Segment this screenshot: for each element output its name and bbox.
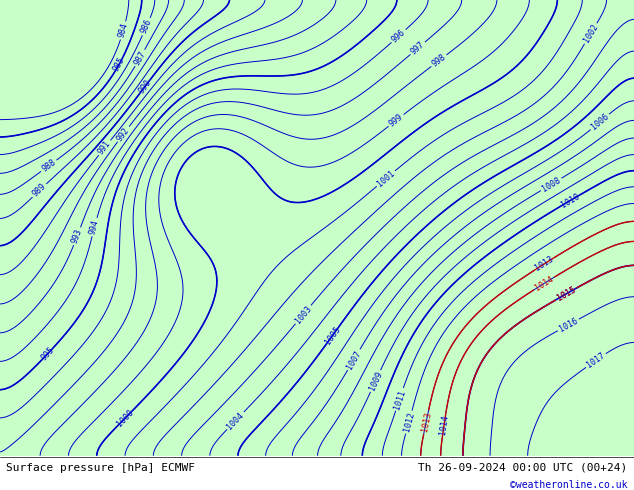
Text: ©weatheronline.co.uk: ©weatheronline.co.uk (510, 480, 628, 490)
Text: 999: 999 (387, 112, 404, 128)
Text: 985: 985 (112, 55, 127, 73)
Text: 1003: 1003 (294, 304, 313, 325)
Text: 1013: 1013 (420, 412, 432, 433)
Text: 994: 994 (88, 219, 101, 236)
Text: Surface pressure [hPa] ECMWF: Surface pressure [hPa] ECMWF (6, 463, 195, 473)
Text: 984: 984 (117, 22, 130, 39)
Text: 1017: 1017 (585, 351, 607, 370)
Text: 995: 995 (39, 345, 56, 362)
Text: 993: 993 (70, 228, 84, 245)
Text: 1014: 1014 (533, 274, 555, 293)
Text: 1010: 1010 (559, 192, 581, 209)
Text: 1011: 1011 (392, 389, 407, 410)
Text: 992: 992 (115, 125, 131, 143)
Text: 1002: 1002 (582, 23, 600, 45)
Text: 1012: 1012 (402, 411, 416, 433)
Text: 1009: 1009 (367, 370, 384, 392)
Text: 1004: 1004 (225, 410, 246, 431)
Text: 1005: 1005 (323, 324, 342, 346)
Text: 1013: 1013 (534, 254, 555, 273)
Text: 1006: 1006 (590, 112, 611, 132)
Text: 1015: 1015 (555, 285, 577, 303)
Text: 988: 988 (40, 158, 58, 174)
Text: 989: 989 (31, 182, 48, 199)
Text: 986: 986 (139, 18, 153, 35)
Text: 1015: 1015 (555, 285, 577, 303)
Text: 998: 998 (430, 52, 448, 69)
Text: 1001: 1001 (375, 169, 396, 189)
Text: 1007: 1007 (345, 349, 363, 370)
Text: 1008: 1008 (540, 175, 562, 194)
Text: 990: 990 (137, 78, 153, 96)
Text: 991: 991 (96, 139, 113, 156)
Text: 987: 987 (133, 49, 148, 67)
Text: 1014: 1014 (438, 415, 450, 436)
Text: 997: 997 (409, 40, 426, 56)
Text: 1016: 1016 (557, 316, 579, 334)
Text: 1000: 1000 (115, 408, 135, 428)
Text: 996: 996 (390, 28, 407, 45)
Text: Th 26-09-2024 00:00 UTC (00+24): Th 26-09-2024 00:00 UTC (00+24) (418, 463, 628, 473)
